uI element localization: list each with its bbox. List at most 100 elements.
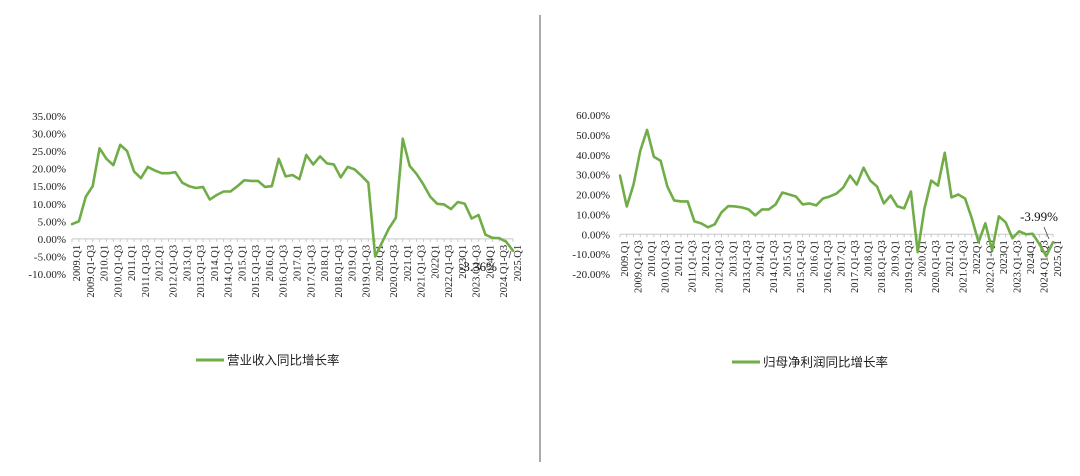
data-point xyxy=(133,170,135,173)
y-tick-label: 40.00% xyxy=(576,150,610,162)
y-tick-label: -20.00% xyxy=(572,269,610,281)
x-tick-label: 2022Q1 xyxy=(430,245,441,279)
y-tick-label: -5.00% xyxy=(34,251,66,263)
x-tick-label: 2017.Q1 xyxy=(293,245,304,281)
data-point xyxy=(1018,230,1021,233)
x-tick-label: 2022Q1 xyxy=(972,240,983,274)
x-tick-label: 2013.Q1 xyxy=(728,240,739,276)
data-point xyxy=(795,195,797,198)
x-tick-label: 2012.Q1 xyxy=(701,240,712,276)
y-tick-label: 5.00% xyxy=(38,216,66,228)
data-point xyxy=(174,171,177,174)
data-point xyxy=(788,193,791,196)
x-tick-label: 2017.Q1-Q3 xyxy=(850,240,861,293)
x-tick-label: 2017.Q1-Q3 xyxy=(306,245,317,298)
annotation-leader xyxy=(508,250,512,259)
x-tick-label: 2019.Q1 xyxy=(348,245,359,281)
data-point xyxy=(388,227,390,230)
x-tick-label: 2021.Q1 xyxy=(403,245,414,281)
data-point xyxy=(332,163,335,166)
data-point xyxy=(208,198,211,201)
data-point xyxy=(153,169,156,172)
data-point xyxy=(181,181,184,184)
data-point xyxy=(767,208,770,211)
data-point xyxy=(505,240,508,243)
data-point xyxy=(693,220,696,223)
x-tick-label: 2023.Q1-Q3 xyxy=(472,245,483,298)
data-point xyxy=(277,157,280,160)
data-point xyxy=(367,181,370,184)
data-point xyxy=(77,220,80,223)
data-point xyxy=(484,233,487,236)
x-tick-label: 2024Q1 xyxy=(1026,240,1037,274)
x-tick-label: 2013.Q1 xyxy=(182,245,193,281)
data-point xyxy=(1011,237,1014,240)
data-point xyxy=(679,200,682,203)
data-point xyxy=(491,236,494,239)
data-point xyxy=(889,194,892,197)
data-point xyxy=(312,163,315,166)
data-point xyxy=(801,203,804,206)
data-point xyxy=(498,237,501,240)
data-point xyxy=(512,249,514,252)
data-point xyxy=(713,223,716,226)
data-point xyxy=(734,205,736,208)
data-point xyxy=(463,202,466,205)
data-point xyxy=(673,199,676,202)
data-point xyxy=(1025,233,1027,236)
x-tick-label: 2012.Q1-Q3 xyxy=(715,240,726,293)
data-point xyxy=(720,211,723,214)
data-point xyxy=(401,137,404,140)
y-tick-label: 25.00% xyxy=(32,146,66,158)
annotation-label: -3.99% xyxy=(1020,209,1058,224)
data-point xyxy=(700,222,703,225)
x-tick-label: 2019.Q1 xyxy=(891,240,902,276)
data-point xyxy=(1004,221,1007,224)
data-point xyxy=(727,205,730,207)
x-tick-label: 2024Q1 xyxy=(485,245,496,279)
data-point xyxy=(112,164,115,167)
data-point xyxy=(284,175,287,178)
x-tick-label: 2010.Q1 xyxy=(100,245,111,281)
x-tick-label: 2014.Q1 xyxy=(210,245,221,281)
data-point xyxy=(740,206,743,209)
data-point xyxy=(964,197,966,200)
data-point xyxy=(849,174,851,177)
data-point xyxy=(422,183,425,186)
x-tick-label: 2013.Q1-Q3 xyxy=(196,245,207,298)
data-point xyxy=(1031,232,1034,235)
x-tick-label: 2015.Q1-Q3 xyxy=(796,240,807,293)
data-point xyxy=(167,172,170,175)
data-point xyxy=(896,205,899,208)
y-tick-label: 0.00% xyxy=(582,229,610,241)
x-tick-label: 2025.Q1 xyxy=(513,245,524,281)
data-point xyxy=(910,190,912,193)
x-tick-label: 2024.Q1-Q3 xyxy=(1040,240,1051,293)
data-point xyxy=(774,203,777,206)
data-point xyxy=(436,202,439,205)
data-point xyxy=(270,185,273,188)
y-tick-label: -10.00% xyxy=(572,249,610,261)
x-tick-label: 2023.Q1-Q3 xyxy=(1012,240,1023,293)
data-point xyxy=(140,177,142,180)
x-tick-label: 2014.Q1 xyxy=(755,240,766,276)
x-tick-label: 2016.Q1 xyxy=(265,245,276,281)
y-tick-label: 20.00% xyxy=(32,164,66,176)
y-tick-label: 50.00% xyxy=(576,130,610,142)
data-point xyxy=(353,168,356,171)
data-point xyxy=(257,180,259,182)
data-point xyxy=(443,203,445,206)
data-point xyxy=(429,195,432,198)
x-tick-label: 2022.Q1-Q3 xyxy=(985,240,996,293)
data-point xyxy=(456,201,459,203)
x-tick-label: 2018.Q1-Q3 xyxy=(334,245,345,298)
x-tick-label: 2023Q1 xyxy=(458,245,469,279)
y-tick-label: 30.00% xyxy=(32,129,66,141)
y-tick-label: 60.00% xyxy=(576,110,610,122)
x-tick-label: 2025.Q1 xyxy=(1053,240,1064,276)
x-tick-label: 2021.Q1-Q3 xyxy=(958,240,969,293)
data-point xyxy=(1045,255,1048,258)
x-tick-label: 2020.Q1-Q3 xyxy=(389,245,400,298)
data-point xyxy=(450,208,452,210)
